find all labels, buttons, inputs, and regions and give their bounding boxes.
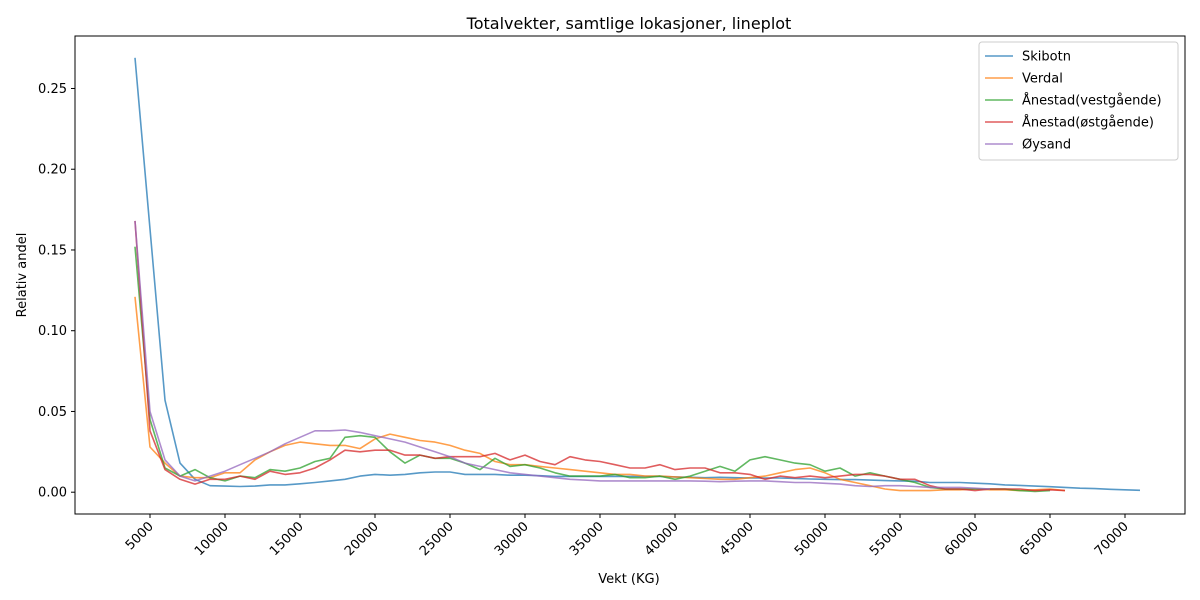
y-tick-label: 0.25 — [38, 82, 67, 97]
series-line-5 — [134, 220, 991, 490]
legend-label: Ånestad(vestgående) — [1022, 93, 1162, 109]
y-tick-label: 0.15 — [38, 243, 67, 258]
x-tick-label: 30000 — [492, 519, 532, 559]
x-tick-label: 15000 — [267, 519, 307, 559]
legend: Skibotn Verdal Ånestad(vestgående) Ånestad(… — [978, 41, 1179, 161]
x-tick-label: 60000 — [942, 519, 982, 559]
y-tick-label: 0.00 — [38, 486, 67, 501]
series-line-4 — [134, 220, 1066, 492]
x-tick-label: 50000 — [792, 519, 832, 559]
x-tick-label: 70000 — [1092, 519, 1132, 559]
x-axis-ticks: 5000 10000 15000 20000 25000 30000 35000 40000 4… — [123, 514, 1132, 559]
series-line-1 — [134, 57, 1141, 492]
x-tick-label: 45000 — [717, 519, 757, 559]
series-layer — [134, 57, 1141, 493]
x-tick-label: 10000 — [192, 519, 232, 559]
y-tick-label: 0.10 — [38, 324, 67, 339]
y-axis-label: Relativ andel — [15, 233, 30, 318]
legend-label: Skibotn — [1022, 50, 1071, 65]
x-tick-label: 35000 — [567, 519, 607, 559]
legend-label: Øysand — [1022, 138, 1071, 153]
legend-box — [978, 41, 1179, 161]
x-tick-label: 65000 — [1017, 519, 1057, 559]
x-tick-label: 5000 — [123, 519, 157, 553]
plot-frame — [74, 35, 1186, 515]
series-line-2 — [134, 296, 1066, 492]
y-tick-label: 0.20 — [38, 163, 67, 178]
x-tick-label: 20000 — [342, 519, 382, 559]
legend-label: Ånestad(østgående) — [1022, 115, 1154, 131]
x-tick-label: 40000 — [642, 519, 682, 559]
x-tick-label: 25000 — [417, 519, 457, 559]
y-tick-label: 0.05 — [38, 405, 67, 420]
y-axis-ticks: 0.00 0.05 0.10 0.15 0.20 0.25 — [38, 82, 75, 501]
x-axis-label: Vekt (KG) — [598, 572, 659, 587]
legend-label: Verdal — [1022, 72, 1063, 87]
x-tick-label: 55000 — [867, 519, 907, 559]
chart-title: Totalvekter, samtlige lokasjoner, linepl… — [466, 14, 792, 33]
